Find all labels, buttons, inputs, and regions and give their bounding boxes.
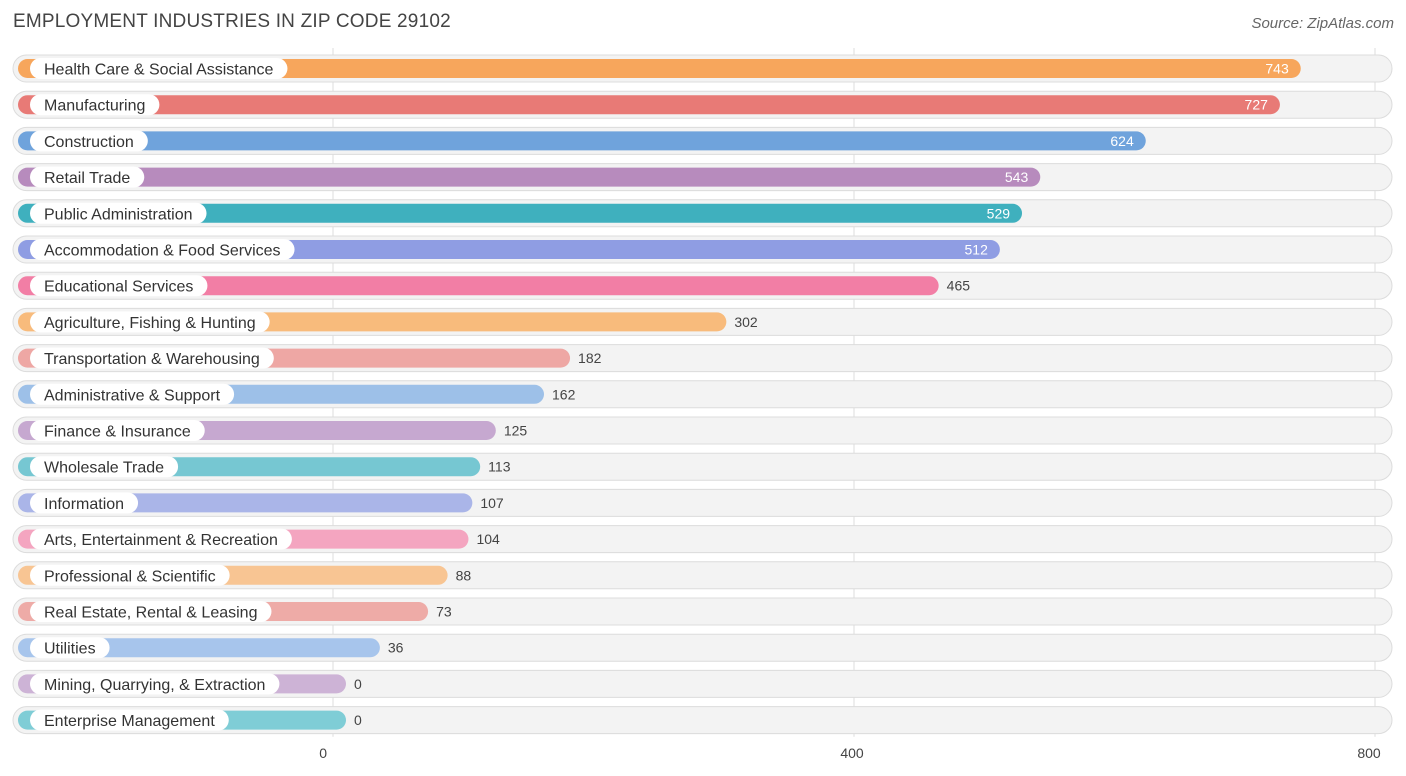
category-label-pill [30, 130, 148, 152]
category-label: Administrative & Support [44, 387, 221, 404]
chart-source: Source: ZipAtlas.com [1251, 15, 1394, 32]
category-label: Finance & Insurance [44, 424, 191, 441]
value-label: 113 [488, 459, 511, 475]
chart-title: EMPLOYMENT INDUSTRIES IN ZIP CODE 29102 [13, 11, 451, 32]
category-label-pill [30, 94, 160, 116]
category-label: Utilities [44, 641, 96, 658]
category-label: Public Administration [44, 206, 193, 223]
category-label-pill [30, 673, 280, 695]
value-label: 107 [480, 495, 504, 511]
bar [18, 167, 1041, 187]
category-label: Enterprise Management [44, 713, 215, 730]
value-label: 465 [947, 278, 971, 294]
value-label: 162 [552, 386, 576, 402]
category-label: Accommodation & Food Services [44, 243, 281, 260]
bar-row: Arts, Entertainment & Recreation 104 [12, 525, 1393, 554]
bar-row: Transportation & Warehousing 182 [12, 344, 1393, 373]
x-tick-label: 400 [840, 745, 864, 761]
category-label: Health Care & Social Assistance [44, 62, 274, 79]
category-label-pill [30, 239, 295, 260]
category-label-pill [30, 709, 229, 731]
category-label-pill [30, 601, 272, 622]
value-label: 0 [354, 676, 362, 692]
bar-row: Information 107 [12, 488, 1393, 517]
category-label-pill [30, 528, 292, 550]
bar [18, 131, 1146, 151]
bar-row: Public Administration 529 [12, 199, 1393, 228]
category-label-pill [30, 166, 145, 188]
x-tick-label: 800 [1357, 745, 1381, 761]
category-label: Manufacturing [44, 98, 145, 115]
bar [18, 95, 1280, 115]
category-label: Arts, Entertainment & Recreation [44, 532, 278, 549]
bar-row: Mining, Quarrying, & Extraction 0 [12, 669, 1393, 698]
bar-row: Real Estate, Rental & Leasing 73 [12, 597, 1393, 626]
category-label: Retail Trade [44, 170, 130, 187]
value-label: 125 [504, 423, 528, 439]
category-label-pill [30, 637, 110, 659]
category-label-pill [30, 420, 205, 441]
bar-track [12, 669, 1393, 698]
bar-row: Finance & Insurance 125 [12, 416, 1393, 445]
bar [18, 59, 1301, 78]
category-label-pill [30, 347, 274, 369]
category-label-pill [30, 58, 288, 79]
bar-row: Accommodation & Food Services 512 [12, 235, 1393, 264]
category-label: Mining, Quarrying, & Extraction [44, 677, 265, 694]
value-label: 36 [388, 640, 404, 656]
category-label: Transportation & Warehousing [44, 351, 260, 368]
category-label: Professional & Scientific [44, 568, 216, 585]
value-label: 727 [1245, 97, 1269, 113]
category-label-pill [30, 564, 230, 586]
bar-row: Construction 624 [12, 126, 1393, 155]
bar-row: Enterprise Management 0 [12, 706, 1393, 735]
bar-row: Manufacturing 727 [12, 90, 1393, 119]
bar-row: Health Care & Social Assistance 743 [12, 54, 1393, 83]
value-label: 529 [987, 205, 1011, 221]
value-label: 543 [1005, 169, 1029, 185]
x-tick-label: 0 [319, 745, 327, 761]
bar-row: Wholesale Trade 113 [12, 452, 1393, 481]
category-label: Construction [44, 134, 134, 151]
value-label: 88 [456, 567, 472, 583]
value-label: 512 [965, 242, 989, 258]
category-label-pill [30, 383, 235, 405]
bar-track [12, 706, 1393, 735]
value-label: 0 [354, 712, 362, 728]
bar [18, 203, 1023, 223]
bar-row: Agriculture, Fishing & Hunting 302 [12, 307, 1393, 336]
value-label: 302 [734, 314, 758, 330]
category-label-pill [30, 492, 139, 514]
category-label: Educational Services [44, 279, 193, 296]
category-label-pill [30, 456, 179, 478]
bar-row: Utilities 36 [12, 633, 1393, 662]
category-label: Agriculture, Fishing & Hunting [44, 315, 256, 332]
category-label-pill [30, 275, 208, 297]
value-label: 743 [1265, 61, 1289, 77]
value-label: 182 [578, 350, 602, 366]
bar [18, 276, 939, 296]
bar-row: Retail Trade 543 [12, 163, 1393, 192]
category-label: Wholesale Trade [44, 460, 164, 477]
bar [18, 638, 380, 658]
bar-row: Professional & Scientific 88 [12, 561, 1393, 590]
value-label: 104 [476, 531, 500, 547]
category-label: Information [44, 496, 124, 513]
bar-row: Educational Services 465 [12, 271, 1393, 300]
category-label-pill [30, 311, 270, 333]
value-label: 73 [436, 604, 452, 620]
value-label: 624 [1110, 133, 1134, 149]
category-label: Real Estate, Rental & Leasing [44, 605, 257, 622]
bar-row: Administrative & Support 162 [12, 380, 1393, 409]
category-label-pill [30, 202, 207, 224]
